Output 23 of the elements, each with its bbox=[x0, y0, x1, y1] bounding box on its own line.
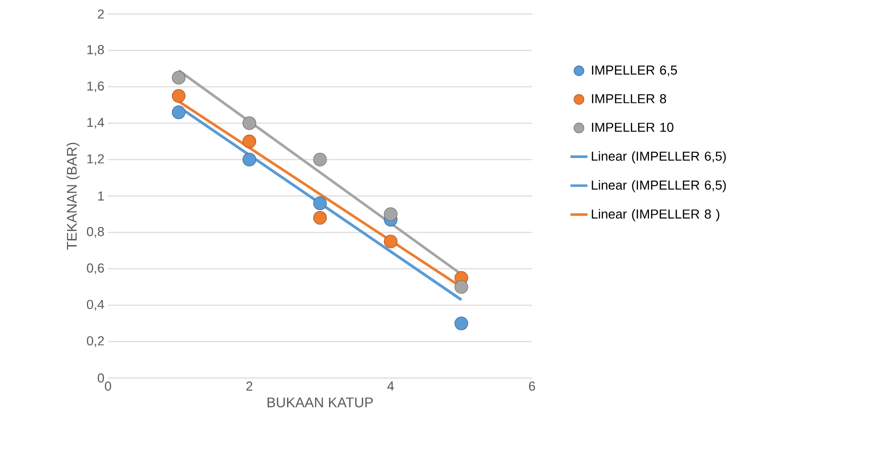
y-tick-label: 1,6 bbox=[87, 81, 104, 92]
legend-label: IMPELLER 8 bbox=[592, 94, 666, 104]
y-tick-label: 1,8 bbox=[87, 45, 104, 56]
legend-label: Linear (IMPELLER 6,5) bbox=[592, 180, 726, 192]
y-tick-label: 0,4 bbox=[86, 300, 104, 311]
x-tick-label: 2 bbox=[246, 382, 252, 391]
y-tick-label: 1 bbox=[98, 192, 104, 200]
x-tick-label: 6 bbox=[529, 382, 536, 391]
y-tick-label: 0,6 bbox=[86, 263, 104, 274]
y-tick-label: 1,4 bbox=[87, 118, 104, 128]
y-tick-label: 0,8 bbox=[86, 227, 104, 238]
x-axis-title: BUKAAN KATUP bbox=[268, 398, 373, 408]
legend-label: IMPELLER 6,5 bbox=[592, 66, 677, 76]
legend-label: IMPELLER 10 bbox=[592, 122, 674, 132]
y-tick-label: 2 bbox=[98, 9, 104, 19]
y-tick-label: 1,2 bbox=[87, 154, 104, 165]
x-tick-label: 0 bbox=[104, 382, 112, 391]
y-tick-label: 0,2 bbox=[86, 336, 104, 347]
y-axis-title: TEKANAN (BAR) bbox=[66, 142, 80, 250]
x-tick-label: 4 bbox=[387, 382, 394, 390]
legend-label: Linear (IMPELLER 6,5) bbox=[592, 151, 726, 164]
y-tick-label: 0 bbox=[98, 373, 104, 383]
legend-label: Linear (IMPELLER 8 ) bbox=[592, 209, 720, 222]
